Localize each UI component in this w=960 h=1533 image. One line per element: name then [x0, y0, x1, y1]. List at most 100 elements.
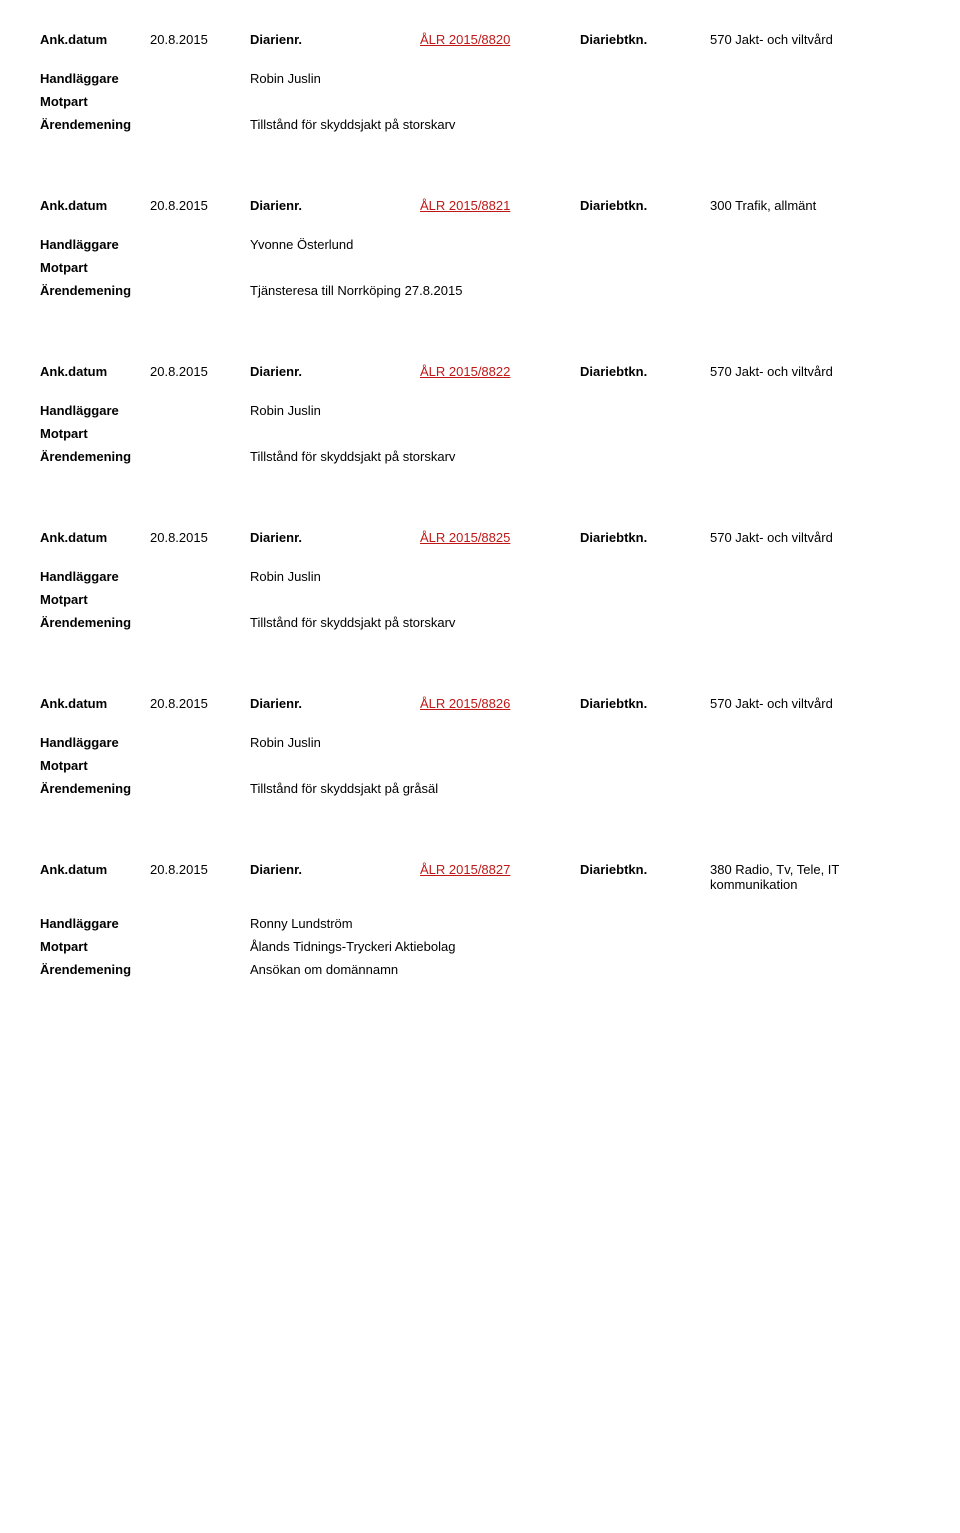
category-value: 570 Jakt- och viltvård	[710, 530, 920, 545]
diarienr-link[interactable]: ÅLR 2015/8822	[420, 364, 510, 379]
handlaggare-label: Handläggare	[40, 403, 250, 418]
record: Ank.datum20.8.2015Diarienr. ÅLR 2015/8821…	[40, 198, 920, 298]
diarienr-link[interactable]: ÅLR 2015/8827	[420, 862, 510, 877]
handlaggare-label: Handläggare	[40, 916, 250, 931]
ank-datum-label: Ank.datum	[40, 364, 150, 379]
record: Ank.datum20.8.2015Diarienr. ÅLR 2015/8826…	[40, 696, 920, 796]
handlaggare-row: HandläggareRobin Juslin	[40, 569, 920, 584]
arendemening-value: Tillstånd för skyddsjakt på gråsäl	[250, 781, 920, 796]
ank-datum-value: 20.8.2015	[150, 32, 250, 47]
arendemening-value: Tjänsteresa till Norrköping 27.8.2015	[250, 283, 920, 298]
arendemening-label: Ärendemening	[40, 781, 250, 796]
diarienr-label: Diarienr.	[250, 862, 302, 892]
diariebtkn-label: Diariebtkn.	[580, 862, 710, 892]
handlaggare-label: Handläggare	[40, 735, 250, 750]
category-value: 380 Radio, Tv, Tele, IT kommunikation	[710, 862, 920, 892]
arendemening-value: Tillstånd för skyddsjakt på storskarv	[250, 449, 920, 464]
handlaggare-label: Handläggare	[40, 71, 250, 86]
arendemening-value: Tillstånd för skyddsjakt på storskarv	[250, 117, 920, 132]
arendemening-row: ÄrendemeningTillstånd för skyddsjakt på …	[40, 117, 920, 132]
ank-datum-value: 20.8.2015	[150, 198, 250, 213]
motpart-value	[250, 260, 920, 275]
diarienr-label: Diarienr.	[250, 198, 302, 213]
diarienr-label: Diarienr.	[250, 32, 302, 47]
diariebtkn-label: Diariebtkn.	[580, 364, 710, 379]
diarienr-link[interactable]: ÅLR 2015/8825	[420, 530, 510, 545]
handlaggare-row: HandläggareYvonne Österlund	[40, 237, 920, 252]
handlaggare-value: Robin Juslin	[250, 403, 920, 418]
ank-datum-value: 20.8.2015	[150, 530, 250, 545]
arendemening-label: Ärendemening	[40, 283, 250, 298]
ank-datum-value: 20.8.2015	[150, 364, 250, 379]
diariebtkn-label: Diariebtkn.	[580, 696, 710, 711]
motpart-row: Motpart	[40, 260, 920, 275]
record-header: Ank.datum20.8.2015Diarienr.ÅLR 2015/8822…	[40, 364, 920, 379]
diarienr-link[interactable]: ÅLR 2015/8820	[420, 32, 510, 47]
motpart-row: Motpart	[40, 94, 920, 109]
motpart-value	[250, 426, 920, 441]
motpart-label: Motpart	[40, 426, 250, 441]
motpart-label: Motpart	[40, 260, 250, 275]
diarienr-link[interactable]: ÅLR 2015/8821	[420, 198, 510, 213]
handlaggare-row: HandläggareRonny Lundström	[40, 916, 920, 931]
motpart-label: Motpart	[40, 939, 250, 954]
arendemening-value: Tillstånd för skyddsjakt på storskarv	[250, 615, 920, 630]
category-value: 570 Jakt- och viltvård	[710, 32, 920, 47]
diariebtkn-label: Diariebtkn.	[580, 198, 710, 213]
motpart-label: Motpart	[40, 592, 250, 607]
handlaggare-row: HandläggareRobin Juslin	[40, 71, 920, 86]
arendemening-label: Ärendemening	[40, 615, 250, 630]
arendemening-row: ÄrendemeningTillstånd för skyddsjakt på …	[40, 615, 920, 630]
handlaggare-value: Ronny Lundström	[250, 916, 920, 931]
category-value: 570 Jakt- och viltvård	[710, 364, 920, 379]
ank-datum-label: Ank.datum	[40, 696, 150, 711]
motpart-row: Motpart	[40, 426, 920, 441]
handlaggare-row: HandläggareRobin Juslin	[40, 403, 920, 418]
diarienr-label: Diarienr.	[250, 696, 302, 711]
diariebtkn-label: Diariebtkn.	[580, 530, 710, 545]
motpart-value: Ålands Tidnings-Tryckeri Aktiebolag	[250, 939, 920, 954]
arendemening-label: Ärendemening	[40, 962, 250, 977]
diarienr-link[interactable]: ÅLR 2015/8826	[420, 696, 510, 711]
diarienr-label: Diarienr.	[250, 530, 302, 545]
handlaggare-value: Robin Juslin	[250, 735, 920, 750]
handlaggare-label: Handläggare	[40, 569, 250, 584]
motpart-row: Motpart	[40, 758, 920, 773]
category-value: 570 Jakt- och viltvård	[710, 696, 920, 711]
handlaggare-row: HandläggareRobin Juslin	[40, 735, 920, 750]
motpart-value	[250, 758, 920, 773]
record-header: Ank.datum20.8.2015Diarienr. ÅLR 2015/8820…	[40, 32, 920, 47]
record-header: Ank.datum20.8.2015Diarienr. ÅLR 2015/8827…	[40, 862, 920, 892]
ank-datum-value: 20.8.2015	[150, 862, 250, 892]
motpart-label: Motpart	[40, 758, 250, 773]
motpart-value	[250, 592, 920, 607]
motpart-row: Motpart	[40, 592, 920, 607]
motpart-row: MotpartÅlands Tidnings-Tryckeri Aktiebol…	[40, 939, 920, 954]
record: Ank.datum20.8.2015Diarienr. ÅLR 2015/8827…	[40, 862, 920, 977]
ank-datum-label: Ank.datum	[40, 32, 150, 47]
arendemening-value: Ansökan om domännamn	[250, 962, 920, 977]
category-value: 300 Trafik, allmänt	[710, 198, 920, 213]
ank-datum-label: Ank.datum	[40, 862, 150, 892]
record-header: Ank.datum20.8.2015Diarienr. ÅLR 2015/8826…	[40, 696, 920, 711]
arendemening-row: ÄrendemeningTjänsteresa till Norrköping …	[40, 283, 920, 298]
motpart-label: Motpart	[40, 94, 250, 109]
diariebtkn-label: Diariebtkn.	[580, 32, 710, 47]
record: Ank.datum20.8.2015Diarienr.ÅLR 2015/8822…	[40, 364, 920, 464]
arendemening-row: ÄrendemeningTillstånd för skyddsjakt på …	[40, 449, 920, 464]
record: Ank.datum20.8.2015Diarienr. ÅLR 2015/8825…	[40, 530, 920, 630]
handlaggare-value: Yvonne Österlund	[250, 237, 920, 252]
arendemening-label: Ärendemening	[40, 449, 250, 464]
ank-datum-value: 20.8.2015	[150, 696, 250, 711]
handlaggare-value: Robin Juslin	[250, 569, 920, 584]
ank-datum-label: Ank.datum	[40, 530, 150, 545]
record-header: Ank.datum20.8.2015Diarienr. ÅLR 2015/8821…	[40, 198, 920, 213]
ank-datum-label: Ank.datum	[40, 198, 150, 213]
motpart-value	[250, 94, 920, 109]
record: Ank.datum20.8.2015Diarienr. ÅLR 2015/8820…	[40, 32, 920, 132]
handlaggare-label: Handläggare	[40, 237, 250, 252]
arendemening-row: ÄrendemeningAnsökan om domännamn	[40, 962, 920, 977]
arendemening-label: Ärendemening	[40, 117, 250, 132]
record-header: Ank.datum20.8.2015Diarienr. ÅLR 2015/8825…	[40, 530, 920, 545]
arendemening-row: ÄrendemeningTillstånd för skyddsjakt på …	[40, 781, 920, 796]
